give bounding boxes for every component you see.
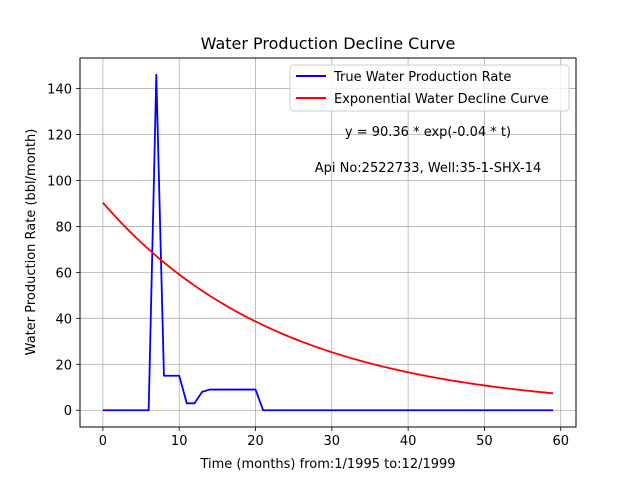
legend: True Water Production Rate Exponential W… — [289, 64, 570, 112]
x-tick-label: 10 — [171, 434, 188, 449]
x-tick-label: 20 — [247, 434, 264, 449]
equation-annotation: y = 90.36 * exp(-0.04 * t) — [345, 125, 511, 140]
grid-lines — [80, 58, 576, 427]
y-tick-label: 60 — [55, 266, 72, 281]
y-axis-ticks: 0 20 40 60 80 100 120 140 — [47, 83, 80, 419]
y-tick-label: 40 — [55, 312, 72, 327]
y-axis-label: Water Production Rate (bbl/month) — [24, 129, 39, 356]
plot-series — [102, 73, 554, 412]
x-tick-label: 50 — [476, 434, 493, 449]
y-tick-label: 120 — [47, 129, 72, 144]
series-true-water-rate — [102, 73, 554, 412]
legend-label-true-rate: True Water Production Rate — [333, 70, 511, 85]
y-tick-label: 100 — [47, 174, 72, 189]
y-tick-label: 20 — [55, 358, 72, 373]
x-tick-label: 30 — [324, 434, 341, 449]
x-axis-ticks: 0 10 20 30 40 50 60 — [99, 427, 569, 449]
y-tick-label: 0 — [64, 404, 72, 419]
y-tick-label: 140 — [47, 83, 72, 98]
chart-title: Water Production Decline Curve — [201, 34, 456, 53]
x-tick-label: 60 — [552, 434, 569, 449]
legend-box — [289, 64, 570, 112]
legend-label-exponential: Exponential Water Decline Curve — [334, 92, 549, 107]
series-exponential-decline — [102, 202, 554, 395]
well-annotation: Api No:2522733, Well:35-1-SHX-14 — [315, 161, 542, 176]
x-tick-label: 0 — [99, 434, 107, 449]
x-tick-label: 40 — [400, 434, 417, 449]
y-tick-label: 80 — [55, 220, 72, 235]
x-axis-label: Time (months) from:1/1995 to:12/1999 — [199, 457, 455, 472]
plot-frame — [79, 57, 577, 428]
